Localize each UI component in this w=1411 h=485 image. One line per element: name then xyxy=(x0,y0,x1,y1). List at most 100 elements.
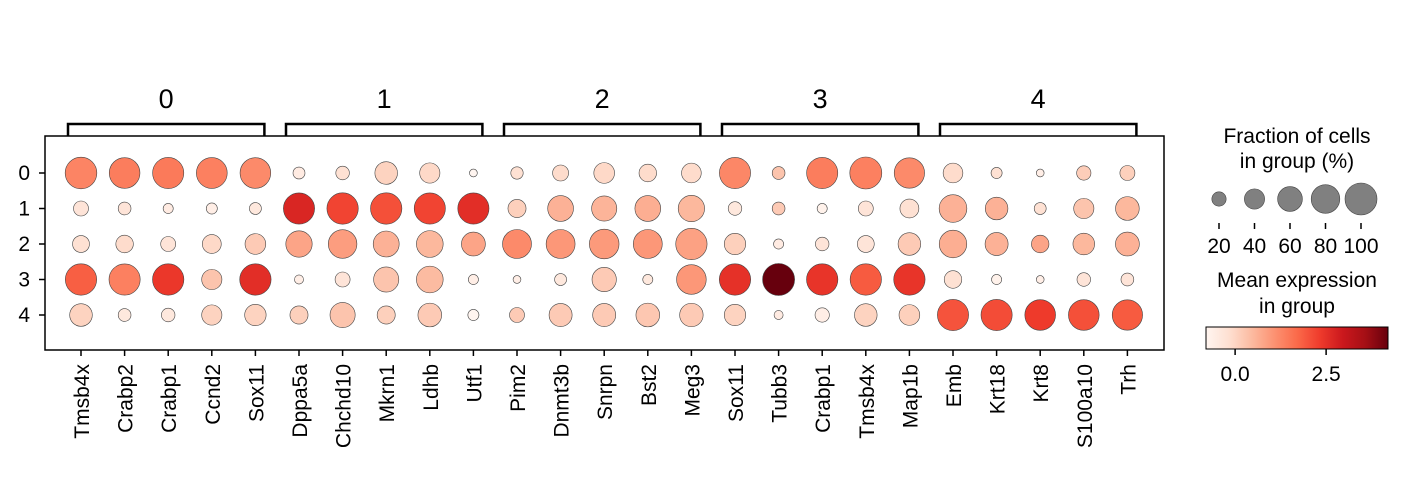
dot xyxy=(507,199,527,218)
dot xyxy=(65,263,97,296)
dot xyxy=(592,303,617,327)
x-tick-label: Chchd10 xyxy=(333,364,356,448)
colorbar-tick-label: 2.5 xyxy=(1312,363,1341,386)
dot xyxy=(416,230,444,258)
dot xyxy=(509,307,525,323)
size-legend-title-line2: in group (%) xyxy=(1240,150,1354,173)
dot xyxy=(334,271,351,288)
dot xyxy=(719,157,751,189)
y-tick-label: 3 xyxy=(18,269,30,292)
group-label: 2 xyxy=(595,84,610,114)
dot xyxy=(1115,231,1140,257)
x-tick-label: Bst2 xyxy=(638,364,661,406)
x-tick-label: Emb xyxy=(943,364,966,407)
size-legend-title-line1: Fraction of cells xyxy=(1223,125,1370,148)
dot xyxy=(984,196,1009,221)
dot xyxy=(898,304,921,326)
dot xyxy=(642,274,654,285)
color-legend-title-line1: Mean expression xyxy=(1217,269,1377,292)
dot xyxy=(1031,234,1050,254)
size-legend-dot xyxy=(1310,184,1341,214)
dot xyxy=(677,195,705,222)
dot xyxy=(160,236,177,252)
dot xyxy=(937,299,969,331)
dot xyxy=(69,303,93,327)
size-legend-tick-label: 40 xyxy=(1243,235,1266,258)
dot xyxy=(327,229,358,259)
dot xyxy=(857,235,875,253)
colorbar xyxy=(1205,326,1389,350)
dot xyxy=(554,273,567,286)
dot xyxy=(893,157,925,189)
dot xyxy=(723,303,747,327)
x-tick-label: Crabp1 xyxy=(158,364,181,433)
dot xyxy=(512,275,522,284)
dot xyxy=(849,156,883,190)
dot xyxy=(1035,168,1045,178)
dot xyxy=(161,307,176,323)
x-tick-label: Tmsb4x xyxy=(71,364,94,439)
dot xyxy=(1076,165,1092,181)
y-tick-label: 2 xyxy=(18,233,30,256)
dot xyxy=(1119,165,1136,181)
dot xyxy=(370,192,403,225)
dot xyxy=(773,310,784,320)
dot xyxy=(457,192,490,225)
dot xyxy=(854,303,878,327)
dot xyxy=(502,229,532,259)
group-label: 3 xyxy=(813,84,828,114)
dot xyxy=(771,166,786,180)
group-label: 0 xyxy=(159,84,174,114)
x-tick-label: Utf1 xyxy=(463,364,486,403)
dot xyxy=(335,165,350,181)
group-bracket xyxy=(502,122,702,136)
dot xyxy=(152,263,185,296)
size-legend: Fraction of cells in group (%) 20 40 60 80 1… xyxy=(1207,125,1378,258)
dot xyxy=(294,274,304,285)
dot xyxy=(201,269,223,290)
dot xyxy=(64,156,98,190)
dots-layer xyxy=(64,156,1143,331)
dot xyxy=(419,162,441,184)
x-axis: Tmsb4x Crabp2 Crabp1 Ccnd2 Sox11 Dppa5a Chchd1… xyxy=(71,350,1140,448)
dot xyxy=(943,270,963,289)
y-axis: 0 1 2 3 4 xyxy=(18,162,45,327)
dot xyxy=(942,162,964,184)
dot xyxy=(719,263,751,296)
x-tick-label: Sox11 xyxy=(245,364,268,422)
dot xyxy=(679,302,704,328)
dot xyxy=(548,303,573,327)
dot xyxy=(771,201,786,216)
group-bracket xyxy=(938,122,1138,136)
dot xyxy=(416,265,444,294)
dot xyxy=(205,202,218,215)
dot xyxy=(73,200,89,217)
x-tick-label: Ldhb xyxy=(420,364,443,411)
dot xyxy=(591,267,617,292)
dot xyxy=(980,299,1013,331)
group-brackets: 0 1 2 3 4 xyxy=(66,84,1138,136)
dot xyxy=(634,195,661,222)
group-label: 4 xyxy=(1031,84,1046,114)
dot xyxy=(289,305,309,325)
dot xyxy=(202,234,222,254)
dot xyxy=(196,157,228,189)
dot xyxy=(552,164,569,182)
group-bracket xyxy=(284,122,484,136)
dot xyxy=(593,162,615,184)
dot xyxy=(201,304,223,326)
dot xyxy=(108,263,141,296)
dot xyxy=(461,231,486,257)
x-tick-label: Trh xyxy=(1117,364,1140,395)
x-tick-label: Tubb3 xyxy=(769,364,792,423)
x-tick-label: Krt18 xyxy=(987,364,1010,414)
y-tick-label: 4 xyxy=(18,304,30,327)
dot xyxy=(893,263,926,296)
x-tick-label: Crabp2 xyxy=(115,364,138,433)
x-tick-label: Pim2 xyxy=(507,364,530,412)
dot xyxy=(635,302,660,328)
colorbar-tick-label: 0.0 xyxy=(1221,363,1250,386)
color-legend-title-line2: in group xyxy=(1259,295,1335,318)
dot xyxy=(1111,299,1143,331)
x-tick-label: Dppa5a xyxy=(289,364,312,438)
